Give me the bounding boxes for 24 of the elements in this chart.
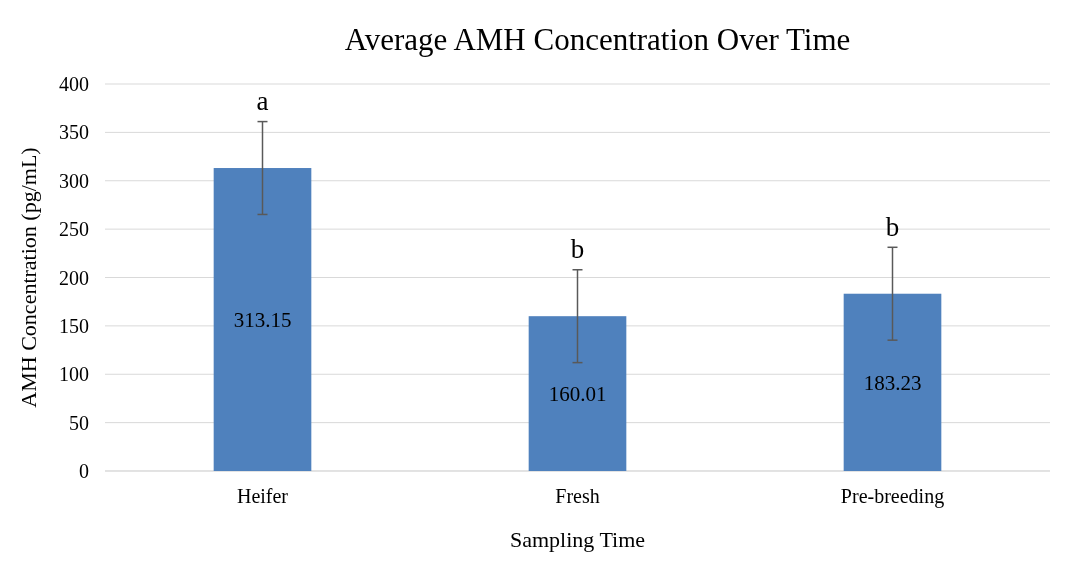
y-tick-label: 100 bbox=[59, 363, 89, 386]
annotation: b bbox=[885, 211, 900, 242]
x-axis-title: Sampling Time bbox=[509, 527, 646, 552]
y-tick-label: 0 bbox=[79, 460, 89, 482]
y-tick-label: 150 bbox=[59, 314, 89, 337]
data-label: 160.01 bbox=[548, 381, 607, 406]
annotation: b bbox=[570, 233, 585, 264]
y-tick-label: 300 bbox=[59, 169, 89, 192]
bar bbox=[528, 316, 627, 471]
bar bbox=[843, 293, 942, 471]
y-tick-label: 400 bbox=[59, 73, 89, 95]
bar bbox=[213, 168, 312, 471]
y-tick-label: 350 bbox=[59, 121, 89, 144]
y-tick-label: 50 bbox=[69, 411, 89, 434]
data-label: 313.15 bbox=[233, 307, 292, 332]
data-label: 183.23 bbox=[863, 370, 922, 395]
annotation: a bbox=[256, 85, 269, 116]
y-tick-label: 200 bbox=[59, 266, 89, 289]
chart-title: Average AMH Concentration Over Time bbox=[344, 22, 851, 57]
y-tick-label: 250 bbox=[59, 218, 89, 241]
x-tick-label: Heifer bbox=[236, 485, 289, 507]
y-axis-title: AMH Concentration (pg/mL) bbox=[16, 147, 41, 408]
x-tick-label: Fresh bbox=[555, 485, 600, 507]
x-tick-label: Pre-breeding bbox=[840, 485, 945, 508]
